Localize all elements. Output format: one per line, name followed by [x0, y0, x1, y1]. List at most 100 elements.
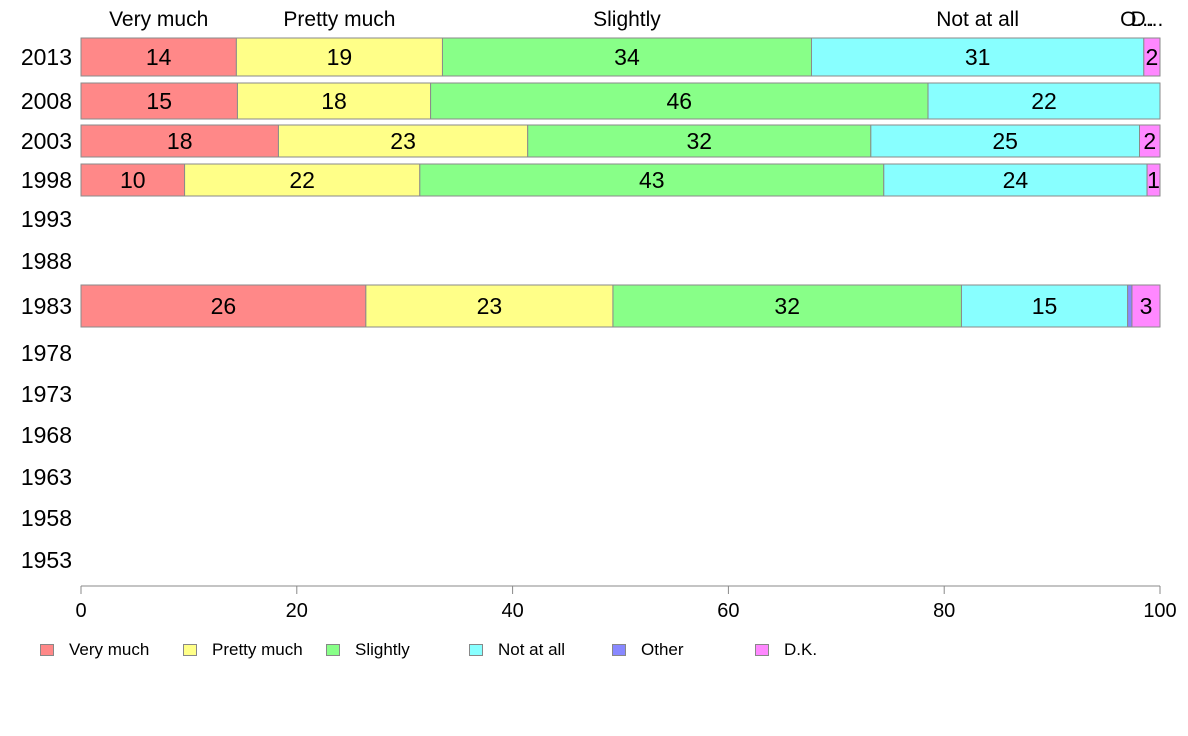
data-label: 23 — [390, 128, 416, 154]
data-label: 22 — [1031, 88, 1057, 114]
legend-label: Other — [641, 640, 684, 659]
data-label: 31 — [965, 44, 991, 70]
data-label: 14 — [146, 44, 172, 70]
y-tick-label: 1978 — [21, 340, 72, 366]
bar-segment — [883, 163, 1148, 197]
bar-segment — [1143, 37, 1161, 77]
y-tick-label: 1973 — [21, 381, 72, 407]
chart-row-2003: 2003 18 23 32 25 2 — [21, 124, 1161, 158]
data-label: 18 — [167, 128, 193, 154]
legend-item-not-at-all: Not at all — [469, 640, 565, 660]
chart-row-1988: 1988 — [21, 248, 72, 274]
data-label: 23 — [477, 293, 503, 319]
legend-item-other: Other — [612, 640, 684, 660]
x-axis: 0 20 40 60 80 100 — [75, 585, 1177, 622]
chart-row-1983: 1983 26 23 32 15 3 — [21, 284, 1161, 328]
y-tick-label: 1998 — [21, 167, 72, 193]
y-tick-label: 1963 — [21, 464, 72, 490]
bar-segment — [1146, 163, 1161, 197]
chart-row-1968: 1968 — [21, 422, 72, 448]
bar-segment — [612, 284, 962, 328]
data-label: 2 — [1143, 128, 1156, 154]
legend-item-pretty-much: Pretty much — [183, 640, 303, 660]
x-tick-label: 40 — [501, 600, 523, 622]
bar-segment — [527, 124, 872, 158]
bar-segment — [1127, 284, 1133, 328]
data-label: 3 — [1140, 293, 1153, 319]
data-label: 15 — [1032, 293, 1058, 319]
data-label: 26 — [211, 293, 237, 319]
x-tick-label: 60 — [717, 600, 739, 622]
data-label: 18 — [321, 88, 347, 114]
chart-row-1953: 1953 — [21, 547, 72, 573]
bar-segment — [235, 37, 443, 77]
data-label: 46 — [667, 88, 693, 114]
data-label: 15 — [146, 88, 172, 114]
y-tick-label: 1988 — [21, 248, 72, 274]
top-category-label: Very much — [109, 8, 208, 31]
top-category-label: Pretty much — [283, 8, 395, 31]
legend-label: D.K. — [784, 640, 818, 659]
bar-segment — [365, 284, 614, 328]
legend-swatch-other — [612, 644, 626, 656]
y-tick-label: 1953 — [21, 547, 72, 573]
bar-segment — [80, 82, 238, 120]
x-tick-label: 20 — [286, 600, 308, 622]
data-label: 10 — [120, 167, 146, 193]
bar-segment — [870, 124, 1140, 158]
bar-segment — [419, 163, 885, 197]
y-tick-label: 2003 — [21, 128, 72, 154]
legend: Very much Pretty much Slightly Not at al… — [40, 640, 1140, 662]
legend-swatch-dk — [755, 644, 769, 656]
bar-segment — [1131, 284, 1161, 328]
bar-segment — [1138, 124, 1161, 158]
bar-segment — [960, 284, 1129, 328]
data-label: 19 — [327, 44, 353, 70]
y-tick-label: 1993 — [21, 206, 72, 232]
y-tick-label: 1983 — [21, 293, 72, 319]
x-tick-label: 100 — [1143, 600, 1176, 622]
chart-row-1973: 1973 — [21, 381, 72, 407]
data-label: 24 — [1003, 167, 1029, 193]
bar-segment — [927, 82, 1161, 120]
chart-row-2008: 2008 15 18 46 22 — [21, 82, 1161, 120]
data-label: 2 — [1146, 44, 1159, 70]
bar-segment — [236, 82, 432, 120]
legend-swatch-pretty-much — [183, 644, 197, 656]
chart-row-1993: 1993 — [21, 206, 72, 232]
y-tick-label: 2008 — [21, 88, 72, 114]
data-label: 32 — [686, 128, 712, 154]
x-tick-label: 80 — [933, 600, 955, 622]
chart-row-1958: 1958 — [21, 505, 72, 531]
data-label: 43 — [639, 167, 665, 193]
data-label: 34 — [614, 44, 640, 70]
bar-segment — [184, 163, 421, 197]
data-label: 22 — [289, 167, 315, 193]
legend-swatch-very-much — [40, 644, 54, 656]
legend-label: Very much — [69, 640, 150, 659]
data-label: 1 — [1147, 167, 1160, 193]
bar-segment — [80, 124, 279, 158]
top-category-label: D... — [1131, 8, 1164, 31]
legend-label: Pretty much — [212, 640, 303, 659]
legend-item-very-much: Very much — [40, 640, 149, 660]
chart-row-2013: 2013 14 19 34 31 2 — [21, 37, 1161, 77]
x-tick-label: 0 — [75, 600, 86, 622]
legend-swatch-not-at-all — [469, 644, 483, 656]
legend-item-slightly: Slightly — [326, 640, 410, 660]
top-category-label: Slightly — [593, 8, 661, 31]
legend-label: Slightly — [355, 640, 410, 659]
legend-label: Not at all — [498, 640, 566, 659]
stacked-bar-chart: Very much Pretty much Slightly Not at all O.… — [21, 8, 1177, 622]
data-label: 25 — [992, 128, 1018, 154]
chart-row-1978: 1978 — [21, 340, 72, 366]
data-label: 32 — [774, 293, 800, 319]
legend-swatch-slightly — [326, 644, 340, 656]
y-tick-label: 1958 — [21, 505, 72, 531]
y-tick-label: 1968 — [21, 422, 72, 448]
chart-row-1963: 1963 — [21, 464, 72, 490]
legend-item-dk: D.K. — [755, 640, 817, 660]
bar-segment — [430, 82, 929, 120]
top-category-label: O... — [1120, 8, 1154, 31]
